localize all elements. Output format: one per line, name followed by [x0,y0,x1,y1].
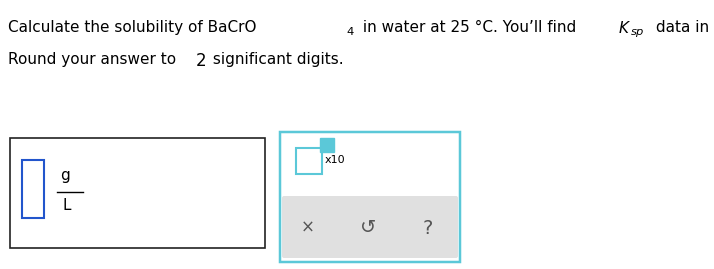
Text: 2: 2 [196,52,206,70]
FancyBboxPatch shape [282,196,458,258]
Text: 4: 4 [346,27,353,37]
Text: in water at 25 °C. You’ll find: in water at 25 °C. You’ll find [358,20,581,35]
Bar [296,148,322,174]
Text: ↺: ↺ [360,218,376,238]
Text: $\mathit{sp}$: $\mathit{sp}$ [630,27,645,39]
Bar [22,160,44,218]
Text: ×: × [301,219,315,237]
Bar [320,138,334,152]
Text: x10: x10 [325,155,346,165]
Text: significant digits.: significant digits. [208,52,343,67]
Text: $\mathit{K}$: $\mathit{K}$ [618,20,631,36]
Text: g: g [60,168,70,183]
Text: ?: ? [423,218,433,238]
Text: Round your answer to: Round your answer to [8,52,181,67]
Text: L: L [63,198,71,213]
Bar [10,138,265,248]
Text: data in the ALEKS Data tab.: data in the ALEKS Data tab. [651,20,714,35]
FancyBboxPatch shape [280,132,460,262]
Text: Calculate the solubility of BaCrO: Calculate the solubility of BaCrO [8,20,256,35]
